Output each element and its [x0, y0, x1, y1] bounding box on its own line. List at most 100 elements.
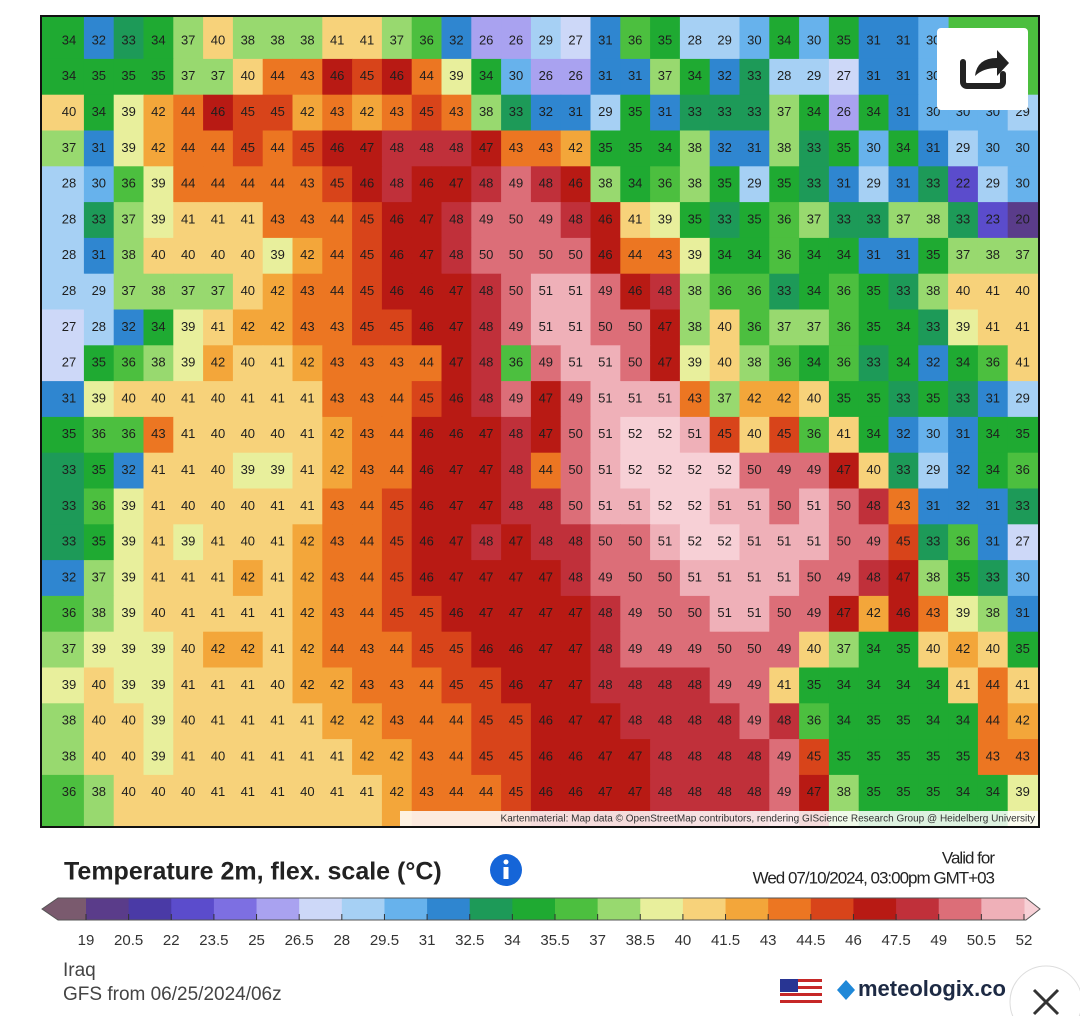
share-button[interactable] — [937, 28, 1028, 110]
temperature-cell — [918, 166, 949, 203]
temperature-label: 48 — [449, 211, 463, 226]
temperature-label: 48 — [598, 641, 612, 656]
close-button-bg[interactable] — [1009, 965, 1080, 1016]
temperature-cell — [799, 488, 830, 525]
temperature-cell — [888, 130, 919, 167]
temperature-label: 50 — [658, 605, 672, 620]
temperature-label: 47 — [479, 569, 493, 584]
temperature-cell — [42, 94, 85, 131]
temperature-label: 29 — [866, 176, 880, 191]
temperature-label: 48 — [509, 498, 523, 513]
temperature-cell — [977, 345, 1009, 382]
temperature-label: 40 — [717, 319, 731, 334]
temperature-cell — [173, 488, 204, 525]
temperature-label: 38 — [151, 283, 165, 298]
temperature-label: 40 — [747, 426, 761, 441]
temperature-label: 42 — [330, 462, 344, 477]
info-dot[interactable] — [503, 859, 509, 865]
temperature-cell — [739, 94, 770, 131]
temperature-label: 50 — [509, 247, 523, 262]
temperature-cell — [322, 416, 353, 454]
temperature-cell — [42, 524, 85, 561]
temperature-cell — [411, 237, 442, 275]
info-bar[interactable] — [503, 867, 509, 879]
temperature-label: 40 — [211, 426, 225, 441]
temperature-cell — [799, 345, 830, 382]
temperature-cell — [918, 524, 949, 561]
temperature-cell — [709, 560, 740, 597]
temperature-cell — [173, 273, 204, 310]
temperature-cell — [590, 58, 621, 96]
share-icon[interactable] — [960, 59, 1006, 89]
temperature-label: 35 — [956, 748, 970, 763]
temperature-cell — [262, 94, 293, 131]
temperature-label: 26 — [509, 32, 523, 47]
temperature-label: 51 — [628, 498, 642, 513]
temperature-label: 41 — [211, 534, 225, 549]
temperature-cell — [560, 273, 591, 310]
temperature-cell — [709, 58, 740, 96]
temperature-cell — [292, 524, 323, 561]
temperature-cell — [203, 524, 234, 561]
temperature-label: 32 — [121, 319, 135, 334]
temperature-label: 52 — [628, 462, 642, 477]
temperature-cell — [650, 345, 681, 382]
temperature-label: 42 — [360, 104, 374, 119]
temperature-label: 41 — [270, 713, 284, 728]
temperature-cell — [590, 273, 621, 310]
temperature-cell — [590, 94, 621, 131]
temperature-cell — [650, 416, 681, 454]
temperature-cell — [620, 130, 651, 167]
info-icon[interactable] — [490, 854, 522, 886]
temperature-label: 52 — [688, 498, 702, 513]
temperature-label: 34 — [747, 247, 761, 262]
temperature-cell — [173, 524, 204, 561]
temperature-cell — [620, 667, 651, 704]
temperature-cell — [858, 488, 889, 525]
temperature-cell — [799, 130, 830, 167]
temperature-label: 35 — [866, 319, 880, 334]
temperature-label: 40 — [241, 498, 255, 513]
temperature-cell — [42, 560, 85, 597]
temperature-label: 48 — [658, 677, 672, 692]
temperature-label: 35 — [92, 534, 106, 549]
temperature-cell — [828, 416, 860, 454]
share-arrow[interactable] — [975, 50, 1009, 76]
temperature-cell — [83, 560, 115, 597]
temperature-label: 33 — [777, 283, 791, 298]
temperature-label: 51 — [568, 319, 582, 334]
temperature-cell — [203, 631, 234, 668]
temperature-cell — [709, 488, 740, 525]
temperature-label: 35 — [688, 211, 702, 226]
temperature-label: 48 — [658, 748, 672, 763]
temperature-label: 35 — [926, 390, 940, 405]
temperature-label: 48 — [717, 713, 731, 728]
temperature-label: 31 — [866, 68, 880, 83]
temperature-cell — [888, 381, 919, 418]
temperature-label: 42 — [300, 641, 314, 656]
temperature-label: 40 — [92, 713, 106, 728]
temperature-cell — [709, 703, 740, 740]
temperature-label: 50 — [539, 247, 553, 262]
temperature-cell — [113, 273, 144, 310]
temperature-cell — [977, 202, 1009, 239]
temperature-label: 41 — [270, 605, 284, 620]
temperature-label: 46 — [628, 283, 642, 298]
temperature-label: 33 — [509, 104, 523, 119]
temperature-cell — [322, 739, 353, 776]
temperature-label: 52 — [717, 534, 731, 549]
temperature-label: 27 — [1015, 534, 1029, 549]
temperature-label: 33 — [121, 32, 135, 47]
temperature-label: 36 — [986, 355, 1000, 370]
temperature-cell — [262, 774, 293, 828]
temperature-cell — [352, 202, 383, 239]
temperature-label: 42 — [270, 319, 284, 334]
temperature-cell — [620, 595, 651, 633]
temperature-cell — [143, 273, 174, 310]
temperature-cell — [709, 739, 740, 776]
temperature-cell — [262, 560, 293, 597]
close-button[interactable] — [1032, 988, 1060, 1016]
temperature-cell — [679, 560, 711, 597]
temperature-cell — [441, 273, 472, 310]
temperature-cell — [262, 667, 293, 704]
